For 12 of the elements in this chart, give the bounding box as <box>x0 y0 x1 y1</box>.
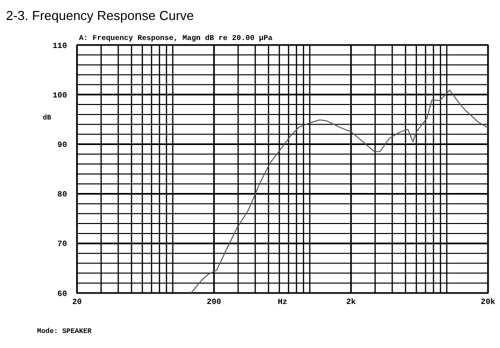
x-tick-label: 20k <box>480 298 496 307</box>
y-tick-label: 70 <box>57 240 68 250</box>
x-tick-label: 20 <box>72 298 82 307</box>
x-tick-label: 2k <box>346 298 356 307</box>
y-tick-label: 60 <box>57 290 68 299</box>
chart-title: 2-3. Frequency Response Curve <box>6 8 194 23</box>
y-tick-label: 110 <box>52 42 68 51</box>
y-tick-label: 100 <box>52 91 68 100</box>
y-tick-label: 80 <box>57 190 68 200</box>
x-tick-label: 200 <box>206 298 222 307</box>
x-axis-title: Hz <box>278 298 288 307</box>
y-tick-label: 90 <box>57 141 68 150</box>
